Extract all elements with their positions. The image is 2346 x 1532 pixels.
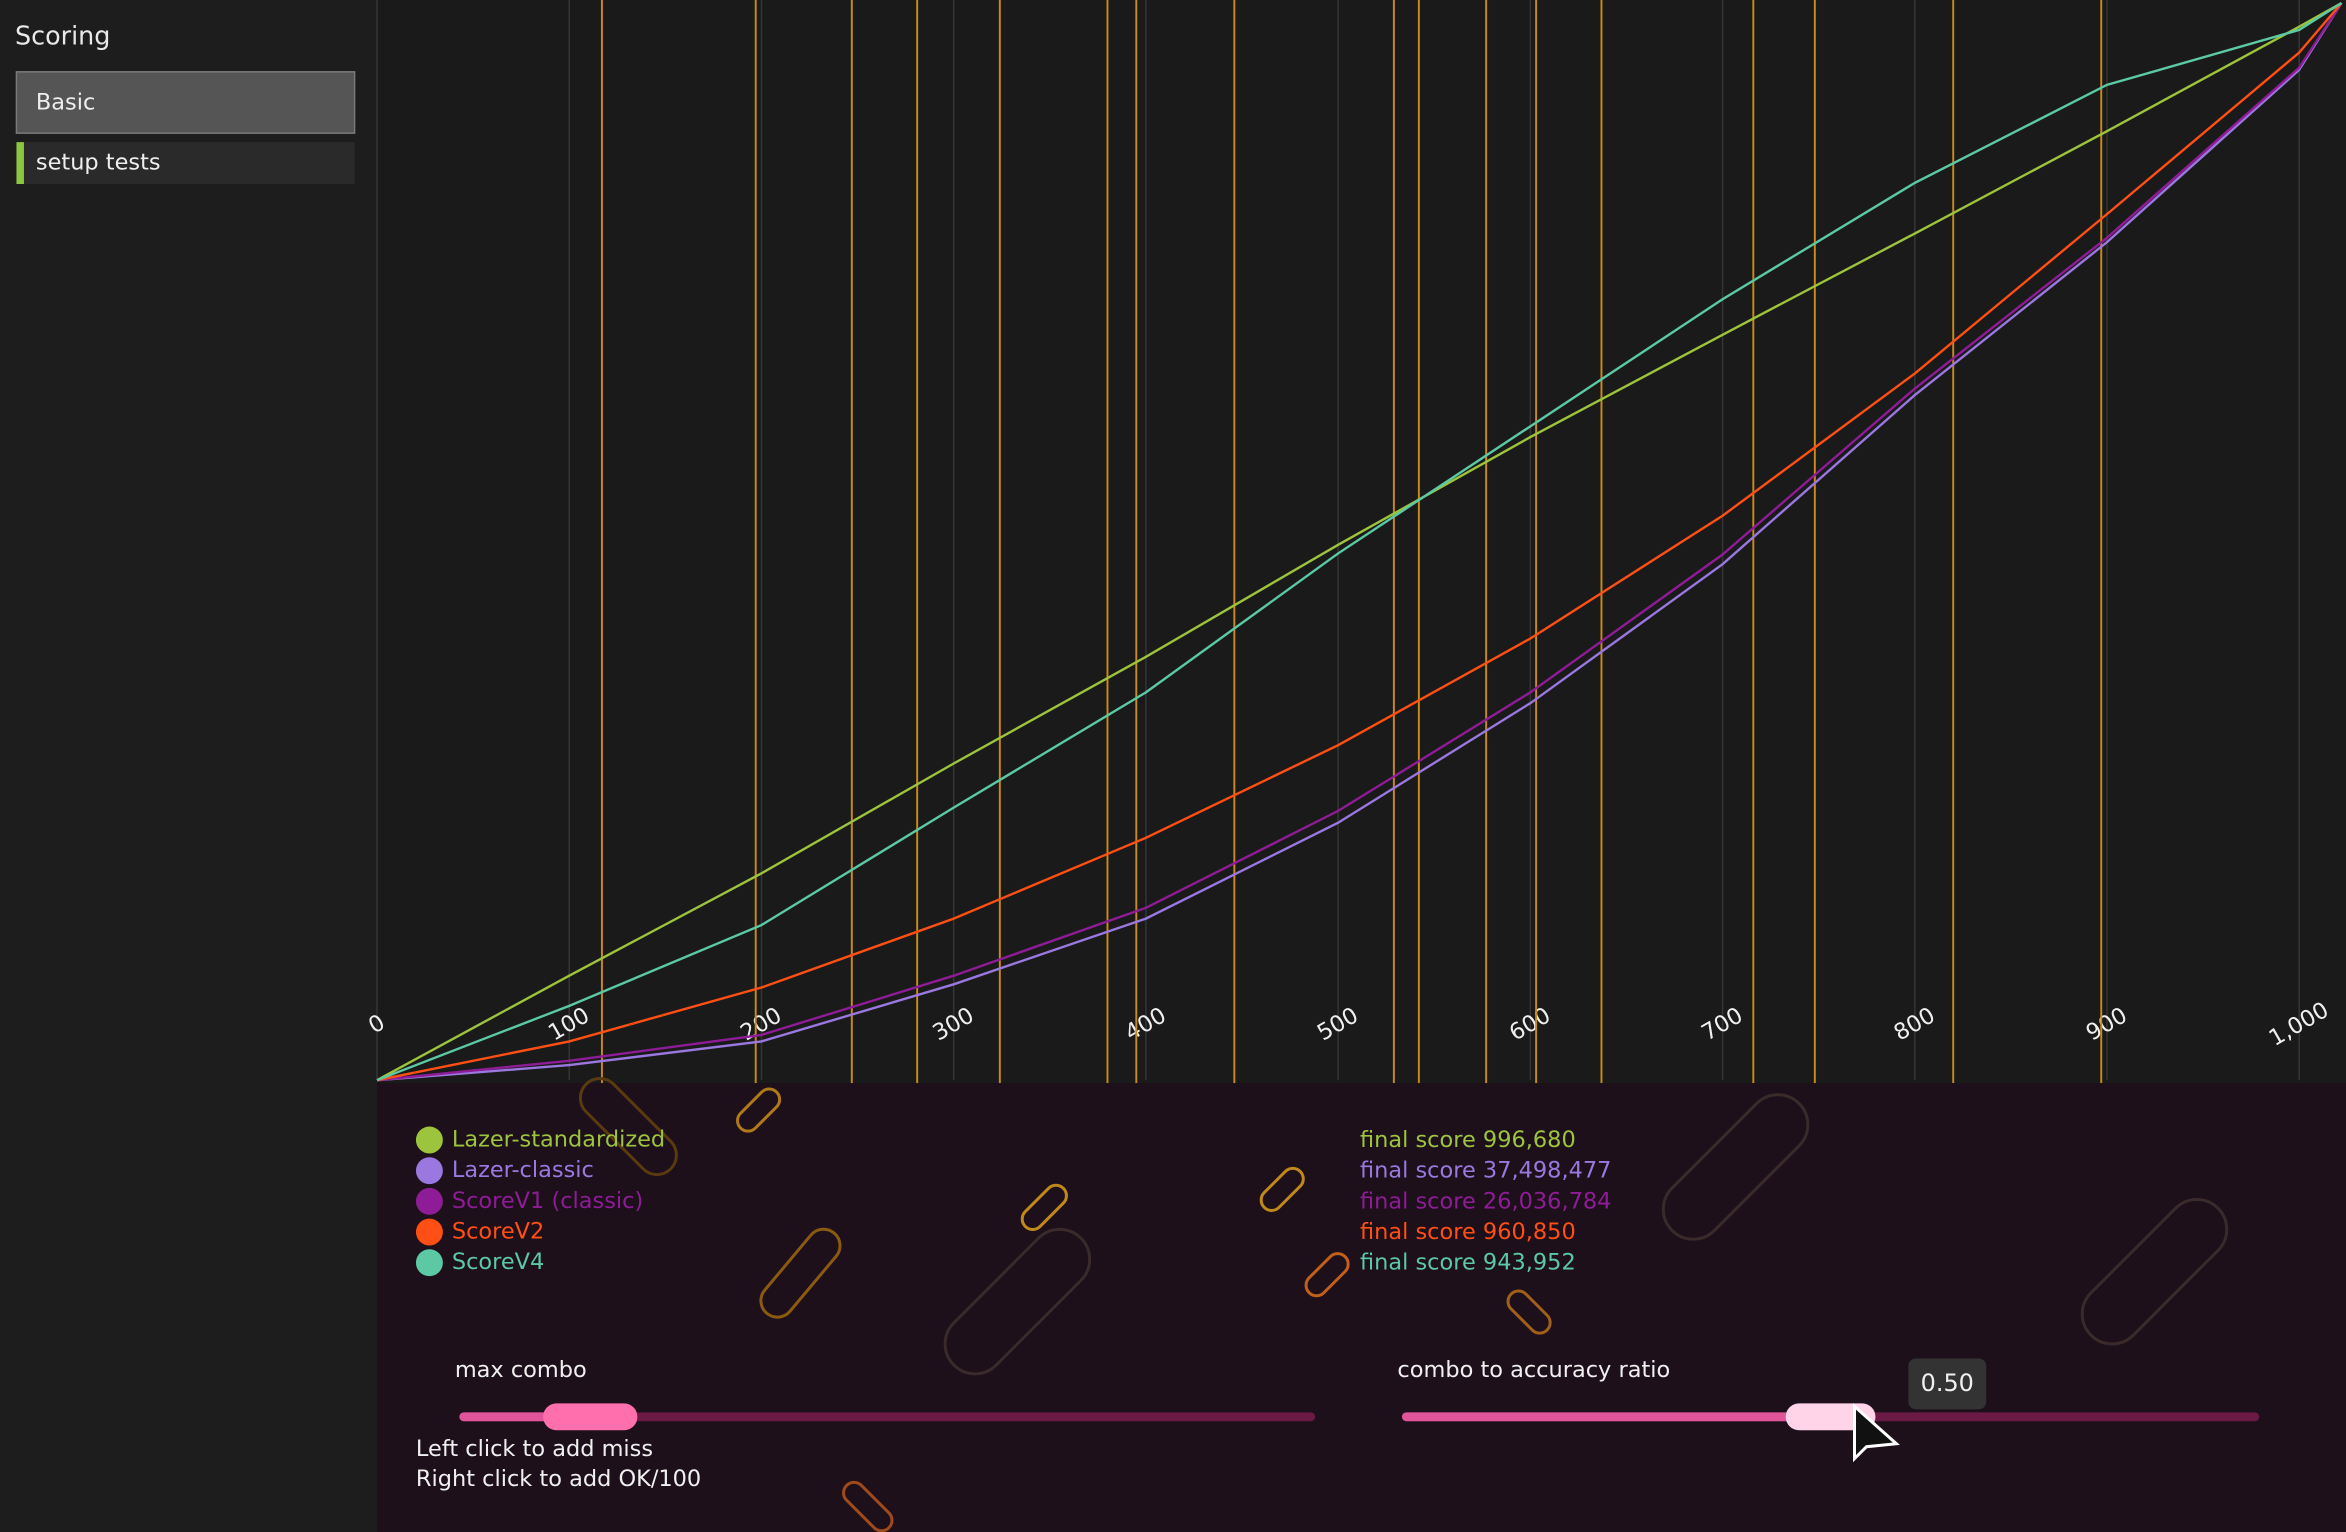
series-line <box>376 2 2343 1082</box>
series-line <box>376 2 2343 1082</box>
final-score-label: final score <box>1360 1188 1476 1214</box>
legend-label: Lazer-standardized <box>452 1127 665 1153</box>
tooltip <box>1908 1358 1987 1410</box>
test-button-label: Basic <box>36 90 95 116</box>
final-score-label: final score <box>1360 1127 1476 1153</box>
slider-track <box>459 1412 1316 1422</box>
legend-label: Lazer-classic <box>452 1157 594 1183</box>
final-score-value: 26,036,784 <box>1483 1188 1611 1214</box>
sidebar-title: Scoring <box>15 20 110 50</box>
legend-swatch <box>415 1126 443 1154</box>
final-score-label: final score <box>1360 1157 1476 1183</box>
series-line <box>376 1 2343 1082</box>
final-score: final score 943,952 <box>1360 1249 1576 1275</box>
final-score: final score 26,036,784 <box>1360 1188 1611 1214</box>
final-score-label: final score <box>1360 1249 1476 1275</box>
test-button[interactable] <box>15 71 356 134</box>
slider-handle[interactable] <box>543 1403 638 1431</box>
final-score-label: final score <box>1360 1219 1476 1245</box>
final-score-value: 960,850 <box>1483 1219 1576 1245</box>
control-panel: max combo combo to accuracy ratio Left c… <box>377 1077 2346 1532</box>
legend-swatch <box>415 1249 443 1277</box>
decoration <box>578 1077 2229 1532</box>
tooltip-text: 0.50 <box>1921 1369 1974 1397</box>
step-indicator <box>16 142 24 185</box>
step-label: setup tests <box>36 150 161 176</box>
legend-swatch <box>415 1218 443 1246</box>
final-score-value: 996,680 <box>1483 1127 1576 1153</box>
final-score-value: 37,498,477 <box>1483 1157 1611 1183</box>
legend-swatch <box>415 1157 443 1185</box>
slider-label: combo to accuracy ratio <box>1397 1357 1670 1383</box>
legend-label: ScoreV4 <box>452 1249 544 1275</box>
panel-background <box>377 1083 2346 1532</box>
sidebar <box>0 0 378 1532</box>
cursor <box>1853 1402 1900 1463</box>
legend-swatch <box>415 1187 443 1215</box>
legend-label: ScoreV1 (classic) <box>452 1188 643 1214</box>
final-score: final score 37,498,477 <box>1360 1157 1611 1183</box>
final-score: final score 996,680 <box>1360 1127 1576 1153</box>
slider-fill <box>1401 1412 1831 1422</box>
chart: 0 100 200 300 400 500 600 700 800 900 1,000 <box>364 0 2343 1084</box>
legend-label: ScoreV2 <box>452 1219 544 1245</box>
final-score: final score 960,850 <box>1360 1219 1576 1245</box>
hint: Left click to add miss <box>416 1436 653 1462</box>
series-line <box>376 2 2343 1082</box>
slider-fill <box>459 1412 565 1422</box>
step-button[interactable] <box>16 142 355 185</box>
hint: Right click to add OK/100 <box>416 1466 701 1492</box>
final-score-value: 943,952 <box>1483 1249 1576 1275</box>
slider-label: max combo <box>455 1357 587 1383</box>
